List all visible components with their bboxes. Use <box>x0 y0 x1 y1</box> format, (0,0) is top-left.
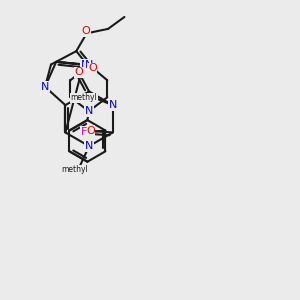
Text: N: N <box>85 60 93 70</box>
Text: methyl: methyl <box>70 93 97 102</box>
Text: N: N <box>109 100 117 110</box>
Text: N: N <box>85 106 93 116</box>
Text: N: N <box>81 60 89 70</box>
Text: N: N <box>41 82 49 92</box>
Text: O: O <box>74 67 83 77</box>
Text: N: N <box>85 141 93 151</box>
Text: O: O <box>86 126 95 136</box>
Text: F: F <box>80 127 87 137</box>
Text: methyl: methyl <box>61 165 88 174</box>
Text: O: O <box>88 63 97 73</box>
Text: O: O <box>82 26 91 36</box>
